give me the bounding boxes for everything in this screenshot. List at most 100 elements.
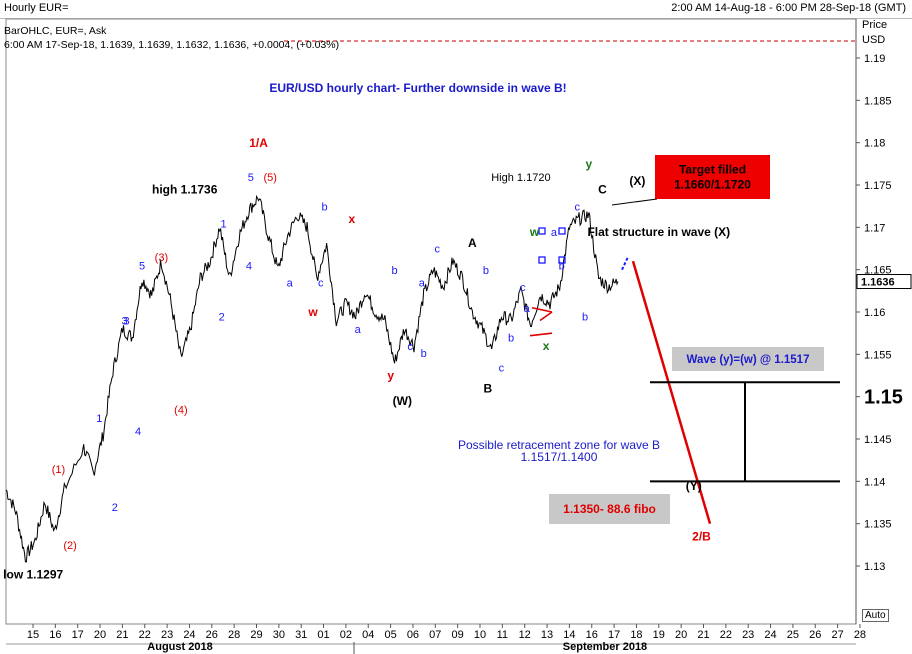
x-tick-label: 14 — [563, 629, 575, 641]
last-price-box — [856, 274, 912, 290]
wave-label: 5 — [139, 261, 145, 273]
wave-label: a — [287, 278, 294, 290]
x-tick-label: 25 — [787, 629, 799, 641]
forecast-wave-line — [631, 260, 712, 525]
y-tick-label: 1.155 — [864, 349, 892, 361]
wave-label: 1/A — [249, 136, 268, 150]
wave-label: b — [421, 348, 427, 360]
x-tick-label: 31 — [295, 629, 307, 641]
y-tick-label: 1.13 — [864, 561, 885, 573]
month-label: August 2018 — [147, 641, 212, 653]
wave-marker-square — [538, 227, 546, 235]
wave-label: w — [307, 305, 318, 319]
x-tick-label: 21 — [116, 629, 128, 641]
x-tick-label: 21 — [697, 629, 709, 641]
x-tick-label: 24 — [764, 629, 776, 641]
triangle-pattern-lines — [529, 306, 553, 337]
x-tick-label: 16 — [49, 629, 61, 641]
wave-label: a — [551, 227, 558, 239]
wave-label: c — [520, 282, 526, 294]
annotation-box — [549, 494, 670, 524]
x-tick-label: 30 — [273, 629, 285, 641]
annotation-box-text: 1.1517/1.1400 — [521, 450, 598, 464]
x-tick-label: 19 — [653, 629, 665, 641]
ohlc-legend-values: 6:00 AM 17-Sep-18, 1.1639, 1.1639, 1.163… — [4, 39, 340, 51]
wave-label: Flat structure in wave (X) — [587, 225, 730, 239]
annotation-box — [672, 347, 824, 371]
annotation-box — [655, 155, 770, 199]
chart-title: EUR/USD hourly chart- Further downside i… — [269, 81, 566, 95]
x-tick-label: 22 — [720, 629, 732, 641]
month-label: September 2018 — [563, 641, 647, 653]
x-tick-label: 27 — [831, 629, 843, 641]
last-price-label: 1.1636 — [861, 277, 895, 289]
x-tick-label: 17 — [72, 629, 84, 641]
chart-date-range: 2:00 AM 14-Aug-18 - 6:00 PM 28-Sep-18 (G… — [671, 2, 906, 14]
y-tick-label: 1.165 — [864, 265, 892, 277]
x-tick-label: 28 — [854, 629, 866, 641]
wave-label: y — [586, 157, 593, 171]
x-tick-label: 12 — [519, 629, 531, 641]
x-tick-label: 02 — [340, 629, 352, 641]
wave-label: c — [574, 201, 580, 213]
x-tick-label: 24 — [183, 629, 195, 641]
wave-label: c — [435, 244, 441, 256]
wave-label: w — [529, 225, 540, 239]
wave-label: b — [559, 261, 565, 273]
wave-label: high 1.1736 — [152, 183, 218, 197]
wave-label: c — [318, 278, 324, 290]
wave-label: 2 — [112, 502, 118, 514]
annotation-box-text: Possible retracement zone for wave B — [458, 438, 660, 452]
wave-label: A — [468, 236, 477, 250]
ohlc-legend: BarOHLC, EUR=, Ask 6:00 AM 17-Sep-18, 1.… — [4, 24, 339, 52]
plot-frame — [5, 18, 857, 625]
y-tick-label: 1.16 — [864, 307, 885, 319]
y-tick-label: 1.145 — [864, 434, 892, 446]
wave-label: y — [387, 369, 394, 383]
wave-label: x — [348, 212, 355, 226]
wave-label: 1 — [221, 218, 227, 230]
wave-label: (Y) — [686, 479, 702, 493]
x-tick-label: 01 — [317, 629, 329, 641]
wave-label: (X) — [629, 174, 645, 188]
target-connector-line — [611, 198, 658, 206]
wave-label: 4 — [246, 261, 252, 273]
wave-label: c — [499, 362, 505, 374]
x-tick-label: 13 — [541, 629, 553, 641]
chart-instrument-title: Hourly EUR= — [4, 2, 69, 14]
annotation-box-text: Wave (y)=(w) @ 1.1517 — [687, 354, 810, 366]
x-tick-label: 04 — [362, 629, 374, 641]
wave-label: B — [483, 381, 492, 395]
y-tick-label: 1.135 — [864, 519, 892, 531]
wave-label: x — [543, 339, 550, 353]
wave-label: High 1.1720 — [491, 172, 550, 184]
wave-marker-square — [558, 227, 566, 235]
price-series-line — [5, 194, 619, 563]
x-tick-label: 16 — [586, 629, 598, 641]
wave-label: a — [419, 278, 426, 290]
x-tick-label: 17 — [608, 629, 620, 641]
forecast-dashed-connector — [621, 256, 629, 271]
x-tick-label: 22 — [139, 629, 151, 641]
wave-label: (5) — [263, 172, 276, 184]
wave-marker-square — [558, 256, 566, 264]
y-tick-label: 1.18 — [864, 138, 885, 150]
wave-label: a — [524, 303, 531, 315]
wave-label: b — [508, 333, 514, 345]
x-tick-label: 09 — [452, 629, 464, 641]
auto-scale-button[interactable]: Auto — [862, 609, 889, 622]
y-axis-label: Price — [862, 19, 887, 31]
x-tick-label: 10 — [474, 629, 486, 641]
x-tick-label: 18 — [630, 629, 642, 641]
x-tick-label: 20 — [94, 629, 106, 641]
x-tick-label: 26 — [206, 629, 218, 641]
x-tick-label: 23 — [742, 629, 754, 641]
y-axis-unit: USD — [862, 34, 885, 46]
wave-label: (3) — [155, 252, 168, 264]
x-tick-label: 23 — [161, 629, 173, 641]
wave-label: b — [322, 201, 328, 213]
x-tick-label: 29 — [250, 629, 262, 641]
x-tick-label: 05 — [384, 629, 396, 641]
annotation-box-text: 1.1350- 88.6 fibo — [563, 502, 656, 516]
